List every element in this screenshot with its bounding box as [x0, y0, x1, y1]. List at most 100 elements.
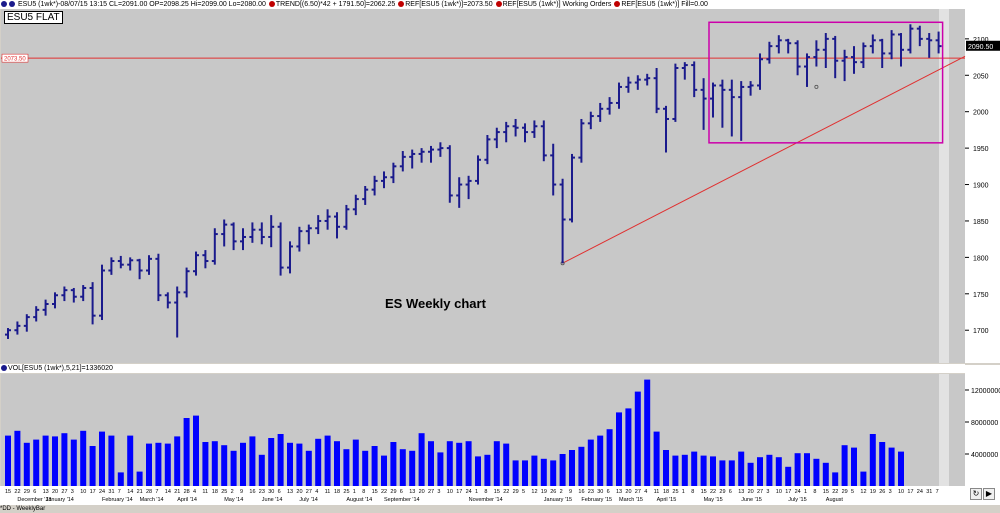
- ohlc-bar: [540, 120, 547, 162]
- ohlc-bar: [484, 135, 491, 165]
- ohlc-bar: [597, 102, 604, 122]
- ohlc-bar: [249, 222, 256, 243]
- volume-bar: [277, 434, 284, 486]
- day-label: 15: [5, 489, 11, 495]
- symbol-dot-icon: [1, 1, 7, 8]
- volume-bar: [540, 458, 547, 486]
- volume-bar: [625, 408, 632, 486]
- ohlc-bar: [127, 257, 134, 271]
- day-label: 29: [513, 489, 519, 495]
- volume-bar: [869, 434, 876, 486]
- ohlc-bar: [738, 81, 745, 141]
- ohlc-bar: [80, 285, 87, 302]
- ohlc-bar: [42, 299, 49, 316]
- ohlc-bar: [663, 105, 669, 153]
- header-info: ESU5 (1wk*)-08/07/15 13:15 CL=2091.00 OP…: [17, 1, 266, 8]
- volume-bar: [465, 441, 472, 486]
- refresh-icon[interactable]: ↻: [970, 488, 982, 500]
- scroll-right-icon[interactable]: ▶: [983, 488, 995, 500]
- volume-bar: [324, 435, 331, 486]
- ohlc-bar: [193, 251, 199, 276]
- volume-bar: [108, 435, 115, 486]
- volume-bar: [531, 455, 538, 486]
- volume-bar: [437, 452, 444, 486]
- volume-bar: [634, 391, 641, 486]
- volume-bar: [663, 450, 669, 486]
- volume-bar: [860, 471, 867, 486]
- day-label: 17: [456, 489, 462, 495]
- day-label: 14: [165, 489, 171, 495]
- ohlc-bar: [99, 264, 105, 321]
- day-label: 8: [362, 489, 365, 495]
- day-label: 24: [466, 489, 472, 495]
- day-label: 5: [522, 489, 525, 495]
- day-label: 25: [221, 489, 227, 495]
- volume-scroll-gutter: [939, 374, 949, 486]
- day-label: 15: [701, 489, 707, 495]
- ohlc-bar: [409, 149, 416, 169]
- day-label: 3: [766, 489, 769, 495]
- day-label: 6: [278, 489, 281, 495]
- ohlc-bar: [522, 123, 528, 143]
- volume-bar: [747, 462, 754, 486]
- day-label: 22: [14, 489, 20, 495]
- ohlc-bar: [456, 177, 463, 208]
- volume-bar: [136, 471, 143, 486]
- ohlc-bar: [446, 145, 453, 203]
- volume-bar: [221, 445, 228, 486]
- volume-axis-panel: [965, 365, 1000, 486]
- day-label: 24: [99, 489, 105, 495]
- price-volume-chart[interactable]: 1700 1750 1800 1850 1900 1950 2000 2050 2100 1200…: [0, 9, 1000, 505]
- ohlc-bar: [174, 286, 181, 338]
- month-label: January '14: [46, 497, 74, 503]
- symbol-badge[interactable]: ESU5 FLAT: [4, 11, 63, 24]
- month-label: July '14: [299, 497, 317, 503]
- month-label: June '14: [262, 497, 283, 503]
- chart-header: ESU5 (1wk*)-08/07/15 13:15 CL=2091.00 OP…: [0, 0, 1000, 9]
- ohlc-bar: [559, 178, 566, 264]
- day-label: 17: [907, 489, 913, 495]
- ohlc-bar: [475, 155, 481, 185]
- ohlc-bar: [757, 53, 763, 90]
- volume-bar: [691, 451, 698, 486]
- volume-bar: [493, 441, 500, 486]
- price-tick-label: 1700: [973, 328, 989, 335]
- ohlc-bar: [710, 82, 716, 118]
- volume-bar: [851, 447, 857, 486]
- volume-bar: [390, 442, 397, 486]
- ohlc-bar: [70, 287, 77, 303]
- ohlc-bar: [362, 185, 369, 205]
- volume-bar: [813, 458, 820, 486]
- price-tick-label: 1800: [973, 255, 989, 262]
- day-label: 3: [437, 489, 440, 495]
- ohlc-bar: [277, 222, 284, 276]
- time-axis-panel: [0, 486, 1000, 505]
- ohlc-bar: [390, 162, 397, 184]
- volume-bar: [757, 457, 763, 486]
- day-label: 26: [879, 489, 885, 495]
- status-bar: *DD - WeeklyBar: [0, 505, 1000, 513]
- volume-bar: [428, 441, 434, 486]
- month-label: May '14: [224, 497, 243, 503]
- header-ref1: REF[ESU5 (1wk*)]=2073.50: [405, 1, 493, 8]
- volume-bar: [183, 418, 190, 486]
- header-trend: TREND[(6.50)*42 + 1791.50]=2062.25: [275, 1, 396, 8]
- day-label: 29: [390, 489, 396, 495]
- volume-bar: [446, 441, 453, 486]
- ohlc-bar: [305, 224, 312, 245]
- price-tick-label: 2100: [973, 37, 989, 44]
- day-label: 11: [202, 489, 208, 495]
- ohlc-bar: [775, 35, 782, 54]
- volume-bar: [127, 435, 134, 486]
- ohlc-bar: [512, 118, 519, 137]
- day-label: 27: [635, 489, 641, 495]
- ohlc-bar: [625, 76, 632, 93]
- status-bar-text: *DD - WeeklyBar: [0, 506, 46, 512]
- volume-bar: [775, 457, 782, 486]
- ohlc-bar: [822, 33, 829, 68]
- ohlc-bar: [672, 63, 679, 122]
- price-tick-label: 1950: [973, 146, 989, 153]
- ohlc-bar: [465, 175, 472, 200]
- month-label: November '14: [469, 497, 503, 503]
- ohlc-bar: [851, 46, 857, 74]
